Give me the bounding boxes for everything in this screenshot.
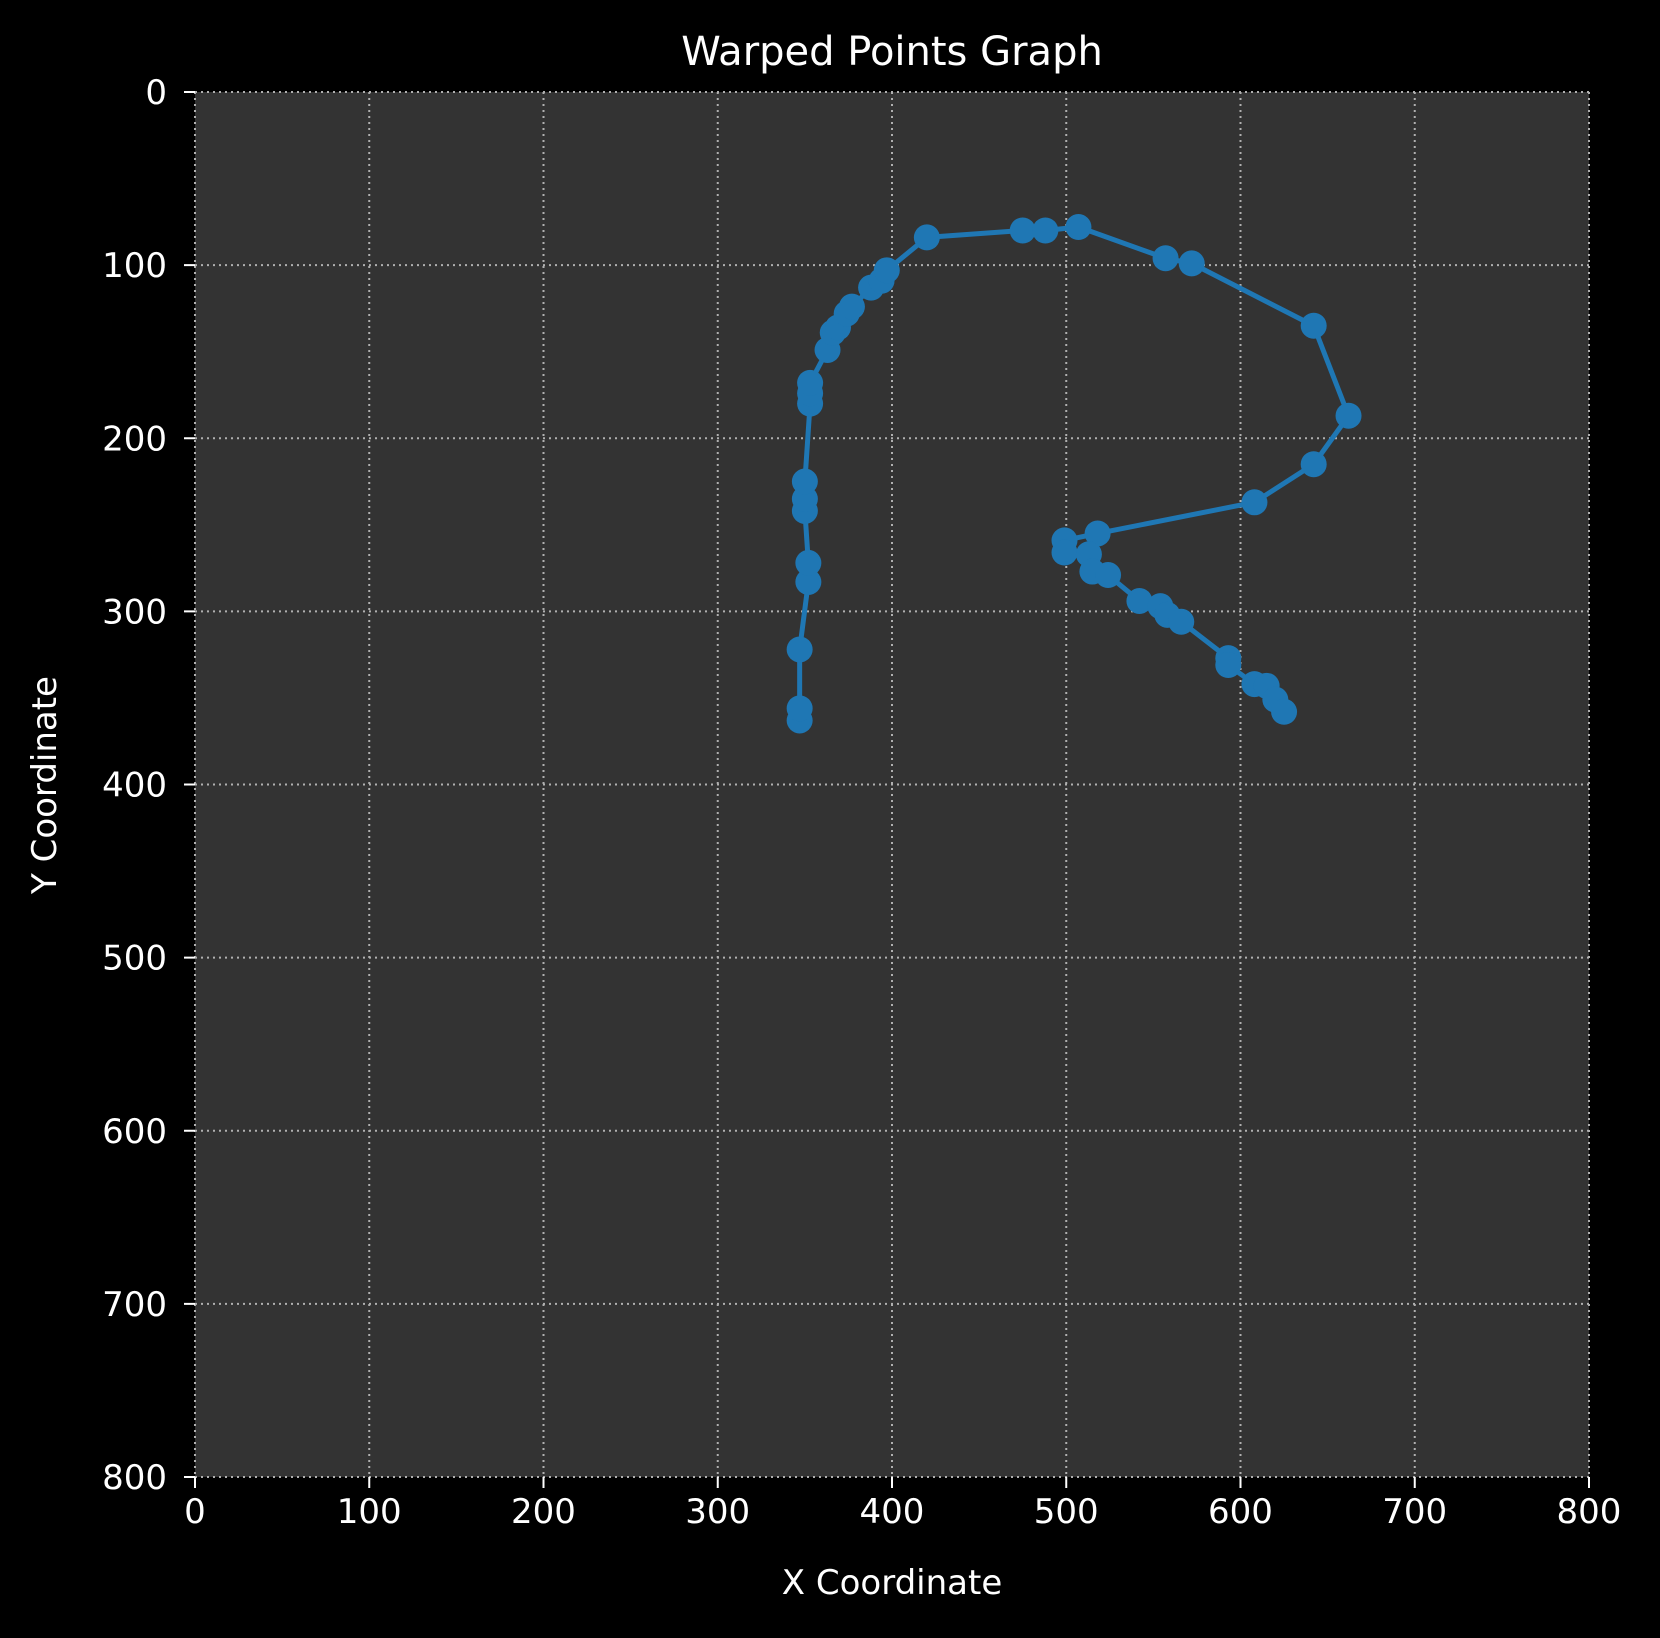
x-tick-label: 400 [860, 1492, 925, 1532]
data-point [1215, 652, 1242, 679]
data-point [1335, 402, 1362, 429]
data-point [1032, 217, 1059, 244]
data-point [795, 568, 822, 595]
x-tick-label: 500 [1034, 1492, 1099, 1532]
data-point [1300, 312, 1327, 339]
x-tick-label: 300 [685, 1492, 750, 1532]
y-tick-label: 400 [102, 766, 167, 806]
y-tick-label: 700 [102, 1285, 167, 1325]
data-point [1241, 489, 1268, 516]
data-point [913, 224, 940, 251]
data-point [1084, 520, 1111, 547]
data-point [1152, 245, 1179, 272]
data-point [1300, 451, 1327, 478]
data-point [1271, 698, 1298, 725]
x-tick-label: 100 [337, 1492, 402, 1532]
data-point [1168, 608, 1195, 635]
data-point [1065, 214, 1092, 241]
data-point [873, 257, 900, 284]
x-tick-label: 800 [1557, 1492, 1622, 1532]
y-tick-label: 500 [102, 939, 167, 979]
axes: 0 100 200 300 400 500 600 700 800 0 100 200 300 400 50… [102, 73, 1621, 1532]
y-tick-label: 100 [102, 246, 167, 286]
data-point [1009, 217, 1036, 244]
data-point [791, 468, 818, 495]
data-point [1095, 562, 1122, 589]
data-point [797, 369, 824, 396]
y-tick-label: 800 [102, 1458, 167, 1498]
x-tick-label: 0 [184, 1492, 206, 1532]
series-layer [786, 214, 1362, 734]
y-tick-label: 600 [102, 1112, 167, 1152]
y-tick-label: 300 [102, 592, 167, 632]
x-axis-title: X Coordinate [782, 1563, 1003, 1603]
data-point [795, 549, 822, 576]
data-point [1051, 539, 1078, 566]
data-point [786, 636, 813, 663]
x-tick-label: 600 [1208, 1492, 1273, 1532]
data-point [1178, 250, 1205, 277]
x-tick-label: 700 [1382, 1492, 1447, 1532]
data-point [838, 293, 865, 320]
data-point [786, 695, 813, 722]
data-point [1126, 587, 1153, 614]
x-tick-label: 200 [511, 1492, 576, 1532]
y-tick-label: 200 [102, 419, 167, 459]
y-axis-title: Y Coordinate [25, 676, 65, 895]
chart-title: Warped Points Graph [681, 29, 1103, 75]
y-tick-label: 0 [145, 73, 167, 113]
